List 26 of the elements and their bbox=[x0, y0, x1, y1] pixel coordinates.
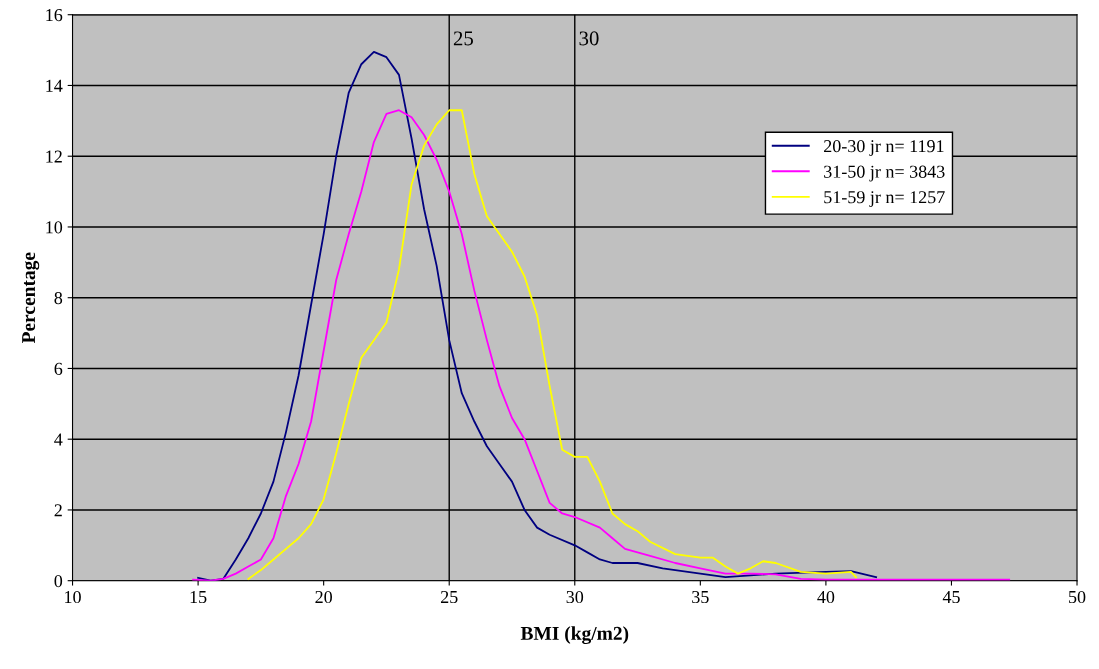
legend-label: 31-50 jr n= 3843 bbox=[824, 165, 945, 182]
y-tick-label: 2 bbox=[54, 504, 62, 517]
x-tick-label: 10 bbox=[65, 590, 81, 604]
y-tick-label: 10 bbox=[46, 221, 63, 234]
x-tick-label: 20 bbox=[315, 590, 332, 604]
line-series bbox=[192, 109, 1011, 581]
y-tick-label: 6 bbox=[54, 362, 63, 375]
x-tick-label: 35 bbox=[692, 590, 709, 604]
x-tick-label: 40 bbox=[817, 590, 835, 604]
legend-label: 51-59 jr n= 1257 bbox=[824, 191, 945, 207]
y-tick-label: 12 bbox=[46, 150, 62, 163]
x-axis-title: BMI (kg/m2) bbox=[520, 626, 629, 645]
x-tick-label: 45 bbox=[942, 591, 960, 604]
y-axis-title: Percentage bbox=[22, 252, 40, 344]
ref-line-label: 25 bbox=[453, 31, 473, 46]
legend-label: 20-30 jr n= 1191 bbox=[824, 140, 944, 156]
y-tick-label: 4 bbox=[54, 433, 63, 446]
y-tick-label: 14 bbox=[46, 79, 63, 92]
x-tick-label: 30 bbox=[566, 590, 584, 604]
x-tick-label: 25 bbox=[440, 590, 458, 604]
x-tick-label: 15 bbox=[190, 591, 207, 604]
y-tick-label: 8 bbox=[54, 291, 63, 305]
x-tick-label: 50 bbox=[1069, 590, 1086, 604]
y-tick-label: 16 bbox=[46, 9, 63, 22]
ref-line-label: 30 bbox=[579, 31, 599, 46]
y-tick-label: 0 bbox=[54, 574, 63, 588]
